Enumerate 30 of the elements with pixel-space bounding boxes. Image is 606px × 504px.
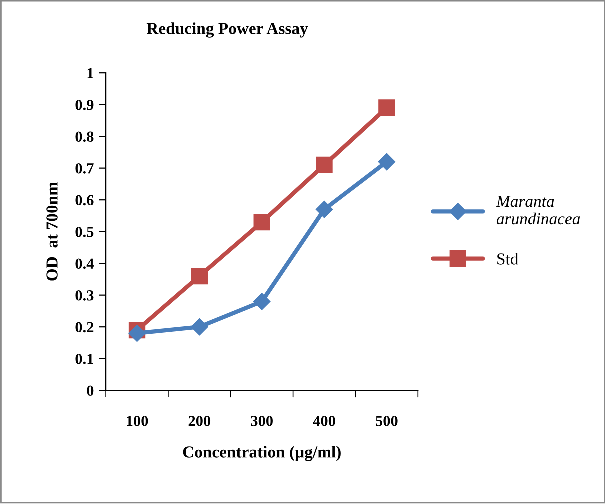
- x-tick-label: 500: [376, 416, 398, 426]
- point: [316, 156, 333, 174]
- point: [128, 324, 146, 342]
- y-tick-label: 0: [87, 386, 94, 396]
- y-tick-label: 1: [88, 68, 94, 78]
- y-axis-title: OD at 700nm: [46, 182, 58, 281]
- x-tick-label: 400: [313, 416, 336, 426]
- point: [378, 153, 396, 171]
- x-tick-label: 300: [251, 416, 273, 426]
- y-tick-label: 0.6: [76, 195, 94, 206]
- y-tick-label: 0.7: [76, 163, 94, 174]
- point: [316, 201, 334, 218]
- legend-label: Std: [498, 253, 519, 265]
- y-tick-label: 0.9: [76, 100, 94, 110]
- point: [191, 318, 208, 336]
- y-tick-label: 0.4: [76, 258, 94, 270]
- legend-label: Maranta arundinacea: [496, 196, 580, 225]
- point: [191, 268, 208, 285]
- x-tick-label: 100: [127, 416, 148, 426]
- y-tick-label: 0.1: [76, 354, 94, 364]
- point: [254, 293, 271, 310]
- y-tick-label: 0.3: [76, 290, 94, 301]
- chart-title: Reducing Power Assay: [146, 22, 308, 38]
- y-tick-label: 0.8: [76, 132, 94, 142]
- point: [254, 214, 270, 231]
- y-tick-label: 0.5: [76, 226, 94, 238]
- x-tick-label: 200: [188, 416, 211, 426]
- x-axis-title: Concentration (µg/ml): [183, 446, 341, 462]
- point: [378, 100, 396, 116]
- y-tick-label: 0.2: [76, 322, 94, 333]
